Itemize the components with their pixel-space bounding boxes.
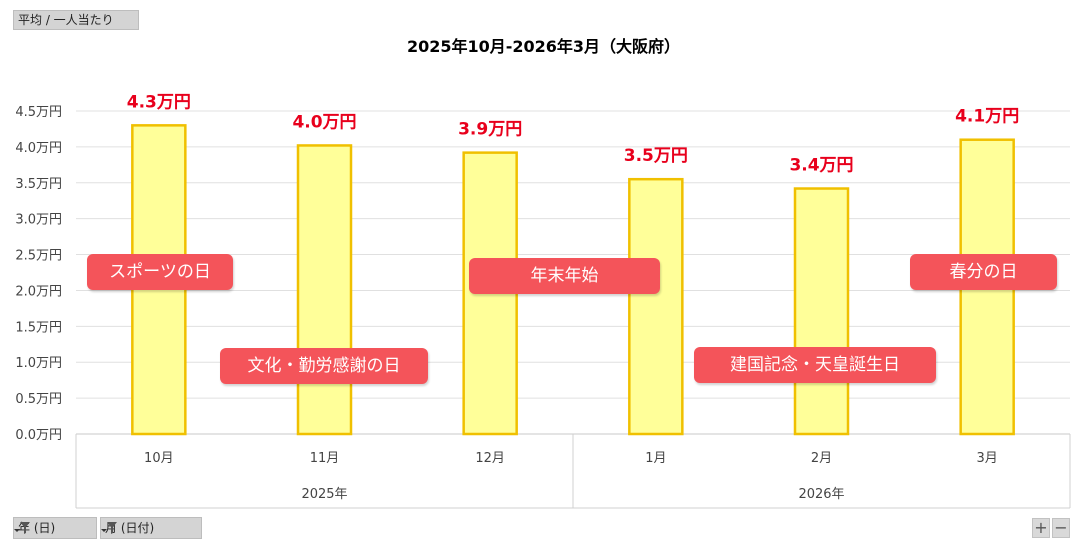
y-tick-label: 2.0万円	[15, 284, 62, 299]
chart-title: 2025年10月-2026年3月（大阪府）	[406, 37, 681, 56]
y-tick-label: 4.0万円	[15, 141, 62, 156]
collapse-button[interactable]: −	[1052, 518, 1070, 538]
bar	[793, 187, 850, 436]
x-tick-label: 10月	[144, 451, 174, 466]
annotation-vernal-equinox: 春分の日	[910, 254, 1057, 290]
data-label: 4.3万円	[127, 92, 191, 112]
x-tick-label: 3月	[977, 451, 998, 466]
bar	[296, 144, 353, 436]
data-label: 4.1万円	[955, 107, 1019, 127]
expand-button[interactable]: +	[1032, 518, 1050, 538]
bar	[628, 177, 684, 436]
x-tick-label: 1月	[645, 451, 666, 466]
filter-dropdown-icon[interactable]	[101, 521, 117, 535]
y-tick-label: 3.5万円	[15, 177, 62, 192]
y-tick-label: 0.0万円	[15, 428, 62, 443]
annotation-national-foundation-emperor-birthday: 建国記念・天皇誕生日	[694, 347, 936, 383]
pivot-field-month[interactable]: 月 (日付)	[100, 517, 202, 539]
data-label: 3.5万円	[624, 146, 688, 166]
y-tick-label: 1.0万円	[15, 356, 62, 371]
group-label: 2026年	[798, 487, 844, 502]
x-tick-label: 12月	[475, 451, 505, 466]
pivot-field-month-label: 月 (日付)	[105, 521, 155, 535]
annotation-year-end-new-year: 年末年始	[469, 258, 660, 294]
x-tick-label: 2月	[811, 451, 832, 466]
pivot-field-average-per-person[interactable]: 平均 / 一人当たり	[13, 10, 139, 30]
y-tick-label: 1.5万円	[15, 320, 62, 335]
group-label: 2025年	[301, 487, 347, 502]
filter-dropdown-icon[interactable]	[14, 521, 30, 535]
pivot-field-year[interactable]: 年 (日)	[13, 517, 97, 539]
annotation-sports-day: スポーツの日	[87, 254, 233, 290]
data-label: 3.4万円	[789, 156, 853, 176]
y-tick-label: 2.5万円	[15, 249, 62, 264]
x-tick-label: 11月	[310, 451, 340, 466]
annotation-culture-labor-day: 文化・勤労感謝の日	[220, 348, 428, 384]
y-tick-label: 4.5万円	[15, 105, 62, 120]
data-label: 3.9万円	[458, 120, 522, 140]
y-tick-label: 3.0万円	[15, 213, 62, 228]
data-label: 4.0万円	[292, 112, 356, 132]
y-tick-label: 0.5万円	[15, 392, 62, 407]
